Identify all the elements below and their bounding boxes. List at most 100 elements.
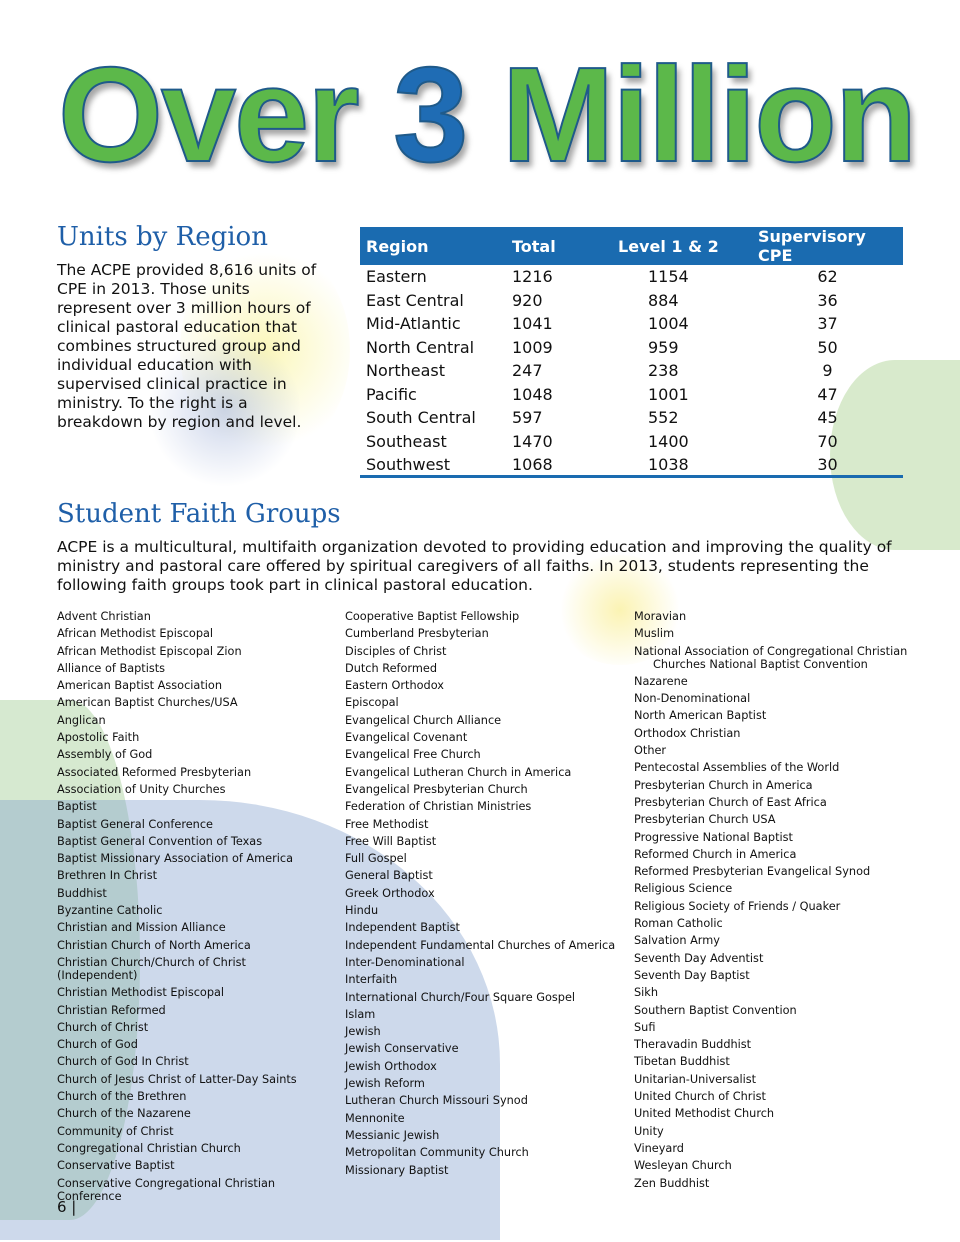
faith-group-item: Christian Church/Church of Christ (Indep… xyxy=(57,955,246,982)
faith-group-item: Roman Catholic xyxy=(634,917,723,931)
faith-group-item: African Methodist Episcopal Zion xyxy=(57,644,242,658)
cell-total: 1216 xyxy=(512,267,553,287)
faith-group-item: Christian Methodist Episcopal xyxy=(57,986,225,1000)
faith-group-item: Messianic Jewish xyxy=(345,1128,440,1142)
cell-supervisory: 45 xyxy=(817,408,838,428)
faith-group-item: Church of the Brethren xyxy=(57,1090,187,1104)
cell-supervisory: 70 xyxy=(817,431,838,451)
faith-group-item: Christian and Mission Alliance xyxy=(57,921,226,935)
faith-group-item: Mennonite xyxy=(345,1111,405,1125)
header-supervisory: Supervisory CPE xyxy=(752,227,903,265)
table-header-row: Region Total Level 1 & 2 Supervisory CPE xyxy=(360,227,903,265)
faith-intro: ACPE is a multicultural, multifaith orga… xyxy=(57,538,892,594)
faith-group-item: Community of Christ xyxy=(57,1124,174,1138)
faith-group-item: Jewish Reform xyxy=(345,1077,425,1091)
page-number: 6 | xyxy=(57,1198,77,1216)
faith-group-item: Disciples of Christ xyxy=(345,644,447,658)
faith-group-item: International Church/Four Square Gospel xyxy=(345,990,576,1004)
faith-group-item: Seventh Day Adventist xyxy=(634,951,764,965)
faith-group-item: Full Gospel xyxy=(345,852,407,866)
faith-group-item: Evangelical Free Church xyxy=(345,748,481,762)
faith-group-item: Associated Reformed Presbyterian xyxy=(57,765,252,779)
cell-region: Pacific xyxy=(366,384,417,404)
faith-group-item: Pentecostal Assemblies of the World xyxy=(634,761,840,775)
cell-region: South Central xyxy=(366,408,476,428)
faith-group-item: Greek Orthodox xyxy=(345,886,435,900)
faith-group-item: Apostolic Faith xyxy=(57,731,140,745)
faith-group-item: Byzantine Catholic xyxy=(57,904,163,918)
header-region: Region xyxy=(360,227,506,265)
faith-group-item: Hindu xyxy=(345,904,379,918)
faith-group-item: Free Methodist xyxy=(345,817,429,831)
cell-level: 1004 xyxy=(648,314,689,334)
faith-group-item: North American Baptist xyxy=(634,709,767,723)
decor-blue-shape xyxy=(150,330,300,490)
cell-total: 597 xyxy=(512,408,543,428)
faith-group-item: Reformed Church in America xyxy=(634,847,797,861)
faith-group-item: United Church of Christ xyxy=(634,1090,766,1104)
table-row: Mid-Atlantic 1041 1004 37 xyxy=(360,312,903,336)
faith-group-item: Evangelical Church Alliance xyxy=(345,713,502,727)
faith-group-item: Anglican xyxy=(57,713,106,727)
units-table: Region Total Level 1 & 2 Supervisory CPE… xyxy=(360,227,903,478)
faith-group-item: Metropolitan Community Church xyxy=(345,1146,529,1160)
faith-group-item: Progressive National Baptist xyxy=(634,830,793,844)
faith-group-item: Conservative Congregational Christian Co… xyxy=(57,1176,276,1203)
decor-green-leaf-right xyxy=(830,360,960,550)
faith-group-item: Jewish Orthodox xyxy=(345,1059,437,1073)
faith-group-item: United Methodist Church xyxy=(634,1107,775,1121)
decor-yellow-leaf-mid xyxy=(555,555,685,665)
cell-total: 1048 xyxy=(512,384,553,404)
faith-group-item: Baptist General Conference xyxy=(57,817,213,831)
cell-level: 1038 xyxy=(648,454,689,474)
faith-group-item: Independent Baptist xyxy=(345,921,460,935)
faith-group-item: Church of God xyxy=(57,1038,138,1052)
table-row: Southeast 1470 1400 70 xyxy=(360,430,903,454)
faith-group-item: Moravian xyxy=(634,610,687,623)
cell-level: 238 xyxy=(648,361,679,381)
cell-region: Eastern xyxy=(366,267,427,287)
table-row: North Central 1009 959 50 xyxy=(360,336,903,360)
faith-group-item: American Baptist Association xyxy=(57,679,222,693)
faith-group-item: Dutch Reformed xyxy=(345,661,438,675)
cell-supervisory: 47 xyxy=(817,384,838,404)
faith-group-item: Muslim xyxy=(634,627,675,641)
banner-part2: Million xyxy=(466,39,918,191)
faith-group-item: Evangelical Covenant xyxy=(345,731,468,745)
faith-group-item: Nazarene xyxy=(634,674,688,688)
cell-supervisory: 62 xyxy=(817,267,838,287)
faith-group-item: Orthodox Christian xyxy=(634,726,741,740)
faith-group-item: Unity xyxy=(634,1124,664,1138)
cell-region: Northeast xyxy=(366,361,446,381)
faith-group-item: Presbyterian Church in America xyxy=(634,778,813,792)
faith-group-item: General Baptist xyxy=(345,869,433,883)
cell-supervisory: 9 xyxy=(822,361,833,381)
table-row: Southwest 1068 1038 30 xyxy=(360,453,903,477)
faith-group-item: Islam xyxy=(345,1007,376,1021)
faith-group-item: Evangelical Presbyterian Church xyxy=(345,782,528,796)
faith-group-item: Congregational Christian Church xyxy=(57,1141,241,1155)
table-row: East Central 920 884 36 xyxy=(360,289,903,313)
units-intro: The ACPE provided 8,616 units of CPE in … xyxy=(57,261,317,431)
faith-group-item: Federation of Christian Ministries xyxy=(345,800,532,814)
faith-group-item: Wesleyan Church xyxy=(634,1159,732,1173)
faith-group-item: Sikh xyxy=(634,986,659,1000)
faith-group-item: Southern Baptist Convention xyxy=(634,1003,797,1017)
cell-total: 1068 xyxy=(512,454,553,474)
faith-group-item: Interfaith xyxy=(345,973,398,987)
table-row: Eastern 1216 1154 62 xyxy=(360,265,903,289)
faith-group-item: Non-Denominational xyxy=(634,692,751,706)
faith-group-item: Association of Unity Churches xyxy=(57,782,226,796)
faith-group-item: Assembly of God xyxy=(57,748,153,762)
faith-group-item: Cumberland Presbyterian xyxy=(345,627,489,641)
cell-supervisory: 37 xyxy=(817,314,838,334)
faith-group-item: Christian Church of North America xyxy=(57,938,251,952)
cell-total: 1470 xyxy=(512,431,553,451)
faith-group-item: Zen Buddhist xyxy=(634,1176,710,1190)
faith-group-item: Salvation Army xyxy=(634,934,720,948)
cell-region: Southeast xyxy=(366,431,447,451)
faith-group-item: Advent Christian xyxy=(57,610,151,623)
cell-total: 1009 xyxy=(512,337,553,357)
faith-group-item: Christian Reformed xyxy=(57,1003,166,1017)
faith-group-item: Reformed Presbyterian Evangelical Synod xyxy=(634,865,871,879)
